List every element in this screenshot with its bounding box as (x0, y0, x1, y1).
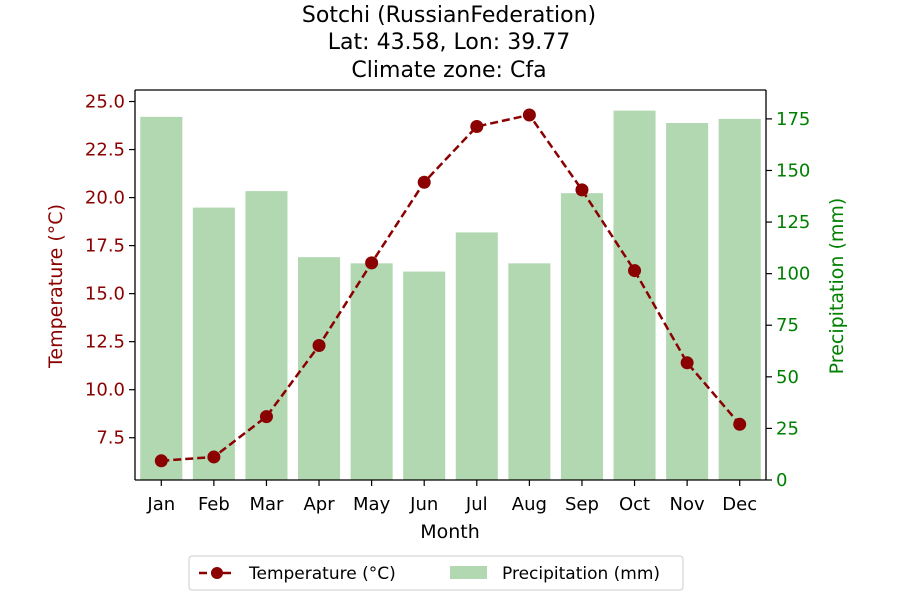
y-tick-label-left: 17.5 (85, 236, 125, 257)
temperature-point (312, 339, 326, 353)
y-tick-label-left: 15.0 (85, 284, 125, 305)
y-tick-label-left: 10.0 (85, 380, 125, 401)
title-line-3: Climate zone: Cfa (351, 58, 546, 83)
y-tick-label-right: 125 (776, 212, 810, 233)
precipitation-bar (666, 123, 709, 481)
x-tick-label: Jan (146, 494, 175, 515)
precipitation-bar (298, 257, 341, 480)
y-tick-label-left: 12.5 (85, 332, 125, 353)
precipitation-bar (350, 263, 393, 480)
legend: Temperature (°C) Precipitation (mm) (188, 555, 684, 591)
y-tick-label-right: 175 (776, 109, 810, 130)
temperature-point (154, 454, 168, 468)
precipitation-bars (140, 110, 761, 481)
precipitation-bar (403, 271, 446, 480)
temperature-point (207, 450, 221, 464)
title-line-1: Sotchi (RussianFederation) (302, 3, 596, 28)
x-tick-label: Apr (303, 494, 335, 515)
y-tick-label-right: 25 (776, 418, 799, 439)
y-axis-label-right: Precipitation (mm) (826, 198, 848, 375)
temperature-point (365, 256, 379, 270)
title-line-2: Lat: 43.58, Lon: 39.77 (328, 30, 570, 55)
y-tick-label-left: 20.0 (85, 188, 125, 209)
precipitation-bar (140, 116, 183, 481)
temperature-point (628, 264, 642, 278)
temperature-point (417, 175, 431, 189)
chart-title: Sotchi (RussianFederation) Lat: 43.58, L… (302, 3, 596, 83)
y-tick-label-right: 75 (776, 315, 799, 336)
legend-precipitation-label: Precipitation (mm) (502, 564, 660, 584)
y-tick-label-right: 50 (776, 367, 799, 388)
precipitation-bar (245, 191, 288, 480)
x-tick-label: Mar (249, 494, 284, 515)
temperature-line (154, 108, 747, 468)
temperature-point (733, 417, 747, 431)
temperature-point (522, 108, 536, 122)
precipitation-bar (560, 193, 603, 480)
legend-precipitation-swatch (450, 566, 487, 579)
x-tick-label: May (353, 494, 391, 515)
legend-box (188, 555, 684, 591)
axis-labels: Month Temperature (°C) Precipitation (mm… (45, 198, 848, 543)
temperature-point (680, 356, 694, 370)
axes: 7.5 10.0 12.5 15.0 17.5 20.0 22.5 25.0 0 25 50 75 10… (85, 89, 810, 515)
y-tick-label-right: 150 (776, 160, 810, 181)
y-tick-label-right: 100 (776, 264, 810, 285)
temperature-point (470, 120, 484, 134)
y-tick-label-left: 22.5 (85, 140, 125, 161)
legend-temperature-swatch-marker (211, 567, 223, 579)
x-tick-label: Sep (565, 494, 599, 515)
precipitation-bar (508, 263, 551, 480)
temperature-point (259, 410, 273, 424)
x-tick-label: Oct (619, 494, 650, 515)
x-tick-label: Aug (512, 494, 547, 515)
y-tick-label-right: 0 (776, 470, 787, 491)
x-tick-label: Dec (722, 494, 757, 515)
legend-temperature-label: Temperature (°C) (248, 564, 396, 584)
x-tick-label: Jul (465, 494, 488, 515)
y-axis-label-left: Temperature (°C) (45, 204, 67, 369)
temperature-series-line (161, 113, 741, 463)
y-tick-label-left: 7.5 (96, 428, 125, 449)
x-axis-label: Month (420, 521, 480, 543)
temperature-point (575, 183, 589, 197)
x-tick-label: Jun (409, 494, 438, 515)
precipitation-bar (455, 232, 498, 480)
precipitation-bar (192, 207, 235, 480)
y-tick-label-left: 25.0 (85, 92, 125, 113)
x-tick-label: Nov (670, 494, 705, 515)
x-tick-label: Feb (198, 494, 230, 515)
